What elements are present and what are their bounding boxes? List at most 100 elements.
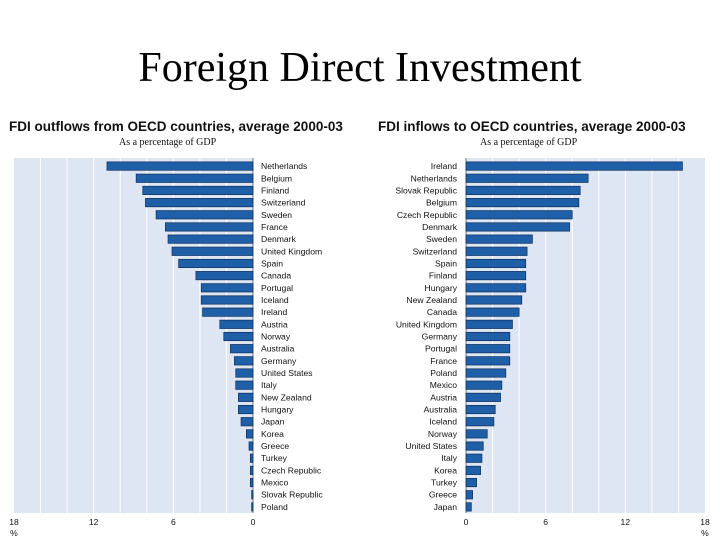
outflows-bar (106, 161, 254, 171)
outflows-bar (142, 185, 254, 195)
inflows-category-label: New Zealand (406, 295, 457, 305)
outflows-bar (251, 490, 254, 500)
outflows-category-label: Spain (261, 258, 283, 268)
inflows-category-label: Iceland (429, 417, 457, 427)
inflows-category-label: Slovak Republic (395, 185, 457, 195)
inflows-bar (465, 271, 527, 281)
inflows-category-label: Germany (422, 332, 458, 342)
outflows-category-label: Iceland (261, 295, 289, 305)
inflows-category-label: Mexico (430, 380, 457, 390)
outflows-category-label: Turkey (261, 453, 288, 463)
inflows-bar (465, 331, 511, 342)
outflows-category-label: Ireland (261, 307, 287, 317)
inflows-bar (465, 380, 503, 390)
inflows-bar (465, 283, 527, 293)
outflows-category-label: Hungary (261, 405, 294, 415)
inflows-category-label: Belgium (426, 198, 457, 208)
outflows-bar (249, 465, 254, 475)
outflows-category-label: Netherlands (261, 161, 307, 171)
outflows-bar (200, 283, 254, 293)
outflows-bar (249, 453, 254, 463)
inflows-category-label: Switzerland (413, 246, 458, 256)
inflows-tick-label: 12 (621, 517, 631, 527)
inflows-bar (465, 429, 488, 439)
inflows-category-label: United Kingdom (396, 319, 457, 329)
inflows-category-label: Spain (435, 258, 457, 268)
outflows-chart-title: FDI outflows from OECD countries, averag… (9, 119, 343, 134)
outflows-category-label: Canada (261, 271, 291, 281)
inflows-bar (465, 404, 496, 415)
outflows-category-label: Austria (261, 319, 288, 329)
outflows-bar (251, 502, 254, 512)
outflows-category-label: Greece (261, 441, 289, 451)
inflows-category-label: Hungary (425, 283, 458, 293)
outflows-category-label: Portugal (261, 283, 293, 293)
inflows-bar (465, 441, 484, 451)
inflows-category-label: Japan (434, 502, 458, 512)
inflows-bar (465, 307, 520, 317)
outflows-axis-unit: % (10, 528, 18, 538)
inflows-category-label: Austria (430, 392, 457, 402)
inflows-category-label: Poland (430, 368, 457, 378)
outflows-category-label: Italy (261, 380, 277, 390)
outflows-bar (230, 344, 254, 354)
outflows-category-label: Sweden (261, 210, 292, 220)
inflows-category-label: Australia (424, 405, 458, 415)
outflows-bar (167, 234, 254, 244)
outflows-bar (240, 417, 254, 427)
outflows-bar (135, 173, 254, 183)
outflows-category-label: United Kingdom (261, 246, 322, 256)
inflows-bar (465, 478, 477, 488)
inflows-category-label: France (430, 356, 457, 366)
inflows-bar (465, 234, 533, 244)
inflows-bar (465, 210, 573, 220)
outflows-category-label: Switzerland (261, 198, 306, 208)
inflows-bar (465, 198, 580, 208)
inflows-bar (465, 173, 589, 183)
outflows-tick-label: 0 (251, 517, 256, 527)
outflows-bar (238, 404, 254, 415)
outflows-bar (195, 271, 254, 281)
outflows-bar (248, 441, 254, 451)
inflows-axis-unit: % (701, 528, 709, 538)
inflows-chart-title: FDI inflows to OECD countries, average 2… (378, 119, 686, 134)
outflows-bar (202, 307, 254, 317)
inflows-bar (465, 222, 570, 232)
outflows-bar (238, 392, 254, 402)
inflows-bar (465, 319, 513, 329)
inflows-category-label: Finland (429, 271, 457, 281)
outflows-category-label: Finland (261, 185, 289, 195)
inflows-category-label: Czech Republic (397, 210, 458, 220)
outflows-category-label: Japan (261, 417, 285, 427)
outflows-tick-label: 18 (9, 517, 19, 527)
outflows-bar (246, 429, 254, 439)
inflows-category-label: Canada (427, 307, 457, 317)
outflows-category-label: Australia (261, 344, 295, 354)
outflows-bar (145, 198, 254, 208)
inflows-bar (465, 356, 511, 366)
inflows-category-label: Sweden (426, 234, 457, 244)
outflows-category-label: Germany (261, 356, 297, 366)
outflows-category-label: France (261, 222, 288, 232)
outflows-category-label: Norway (261, 332, 291, 342)
inflows-bar (465, 344, 511, 354)
inflows-bar (465, 417, 495, 427)
inflows-category-label: Greece (429, 490, 457, 500)
outflows-bar (165, 222, 254, 232)
inflows-bar (465, 185, 581, 195)
outflows-category-label: United States (261, 368, 313, 378)
outflows-tick-label: 12 (89, 517, 99, 527)
inflows-category-label: Portugal (425, 344, 457, 354)
inflows-category-label: Korea (434, 465, 457, 475)
inflows-tick-label: 18 (700, 517, 710, 527)
outflows-bar (178, 258, 254, 269)
outflows-bar (223, 331, 254, 342)
outflows-bar (155, 210, 254, 220)
inflows-category-label: Norway (428, 429, 458, 439)
outflows-category-label: New Zealand (261, 392, 312, 402)
inflows-bar (465, 490, 473, 500)
inflows-tick-label: 6 (543, 517, 548, 527)
inflows-category-label: Netherlands (411, 173, 457, 183)
outflows-bar (249, 478, 254, 488)
